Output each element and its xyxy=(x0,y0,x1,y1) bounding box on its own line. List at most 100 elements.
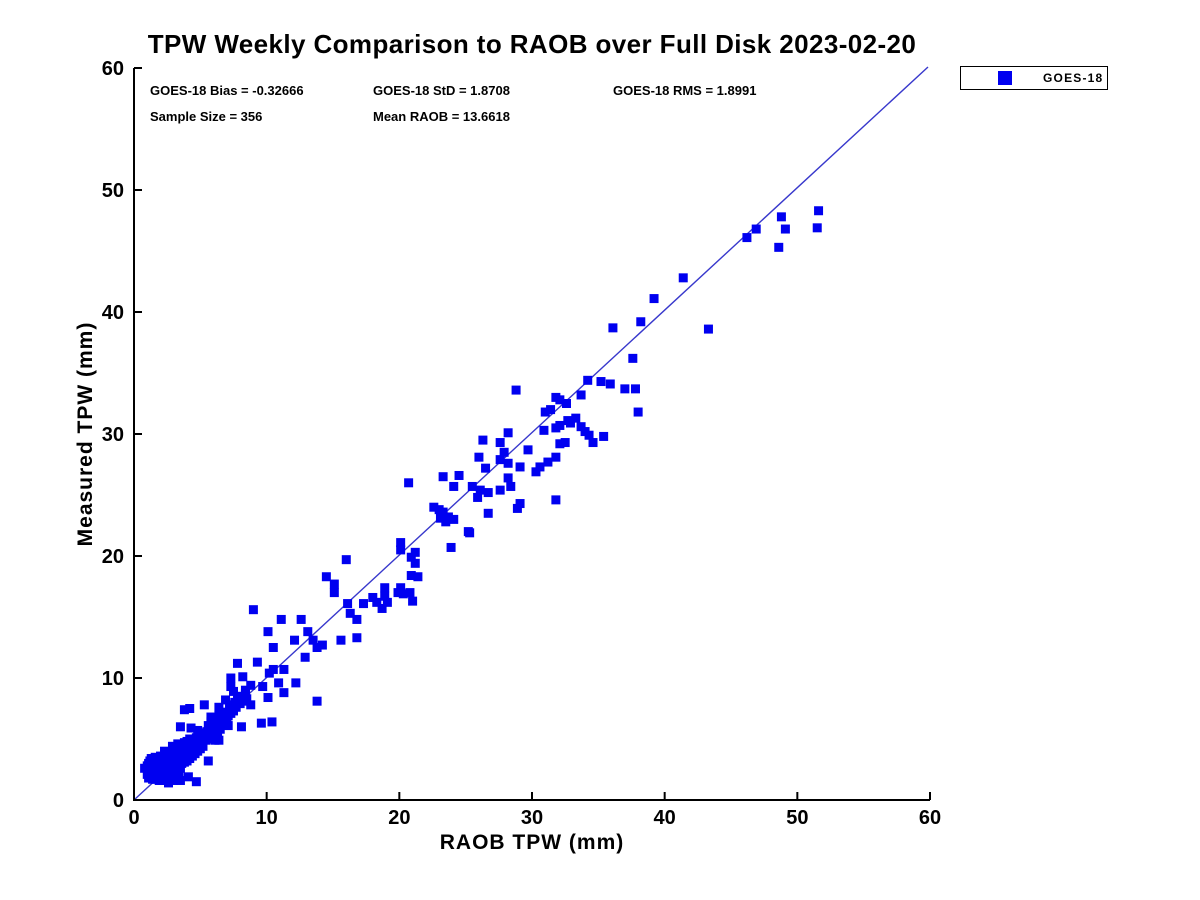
stat-mean-raob: Mean RAOB = 13.6618 xyxy=(373,109,510,124)
data-point xyxy=(140,763,150,773)
y-tick-label: 30 xyxy=(102,424,124,446)
stat-bias: GOES-18 Bias = -0.32666 xyxy=(150,83,304,98)
data-point xyxy=(565,418,575,428)
data-point xyxy=(495,455,505,465)
data-point xyxy=(279,688,289,698)
data-point xyxy=(242,694,252,704)
y-tick-label: 0 xyxy=(113,790,124,812)
data-point xyxy=(473,492,483,502)
data-point xyxy=(495,485,505,495)
data-point xyxy=(438,472,448,482)
data-point xyxy=(576,390,586,400)
data-point xyxy=(169,775,179,785)
x-tick-label: 20 xyxy=(388,807,410,829)
data-point xyxy=(144,773,154,783)
data-point xyxy=(478,435,488,445)
data-point xyxy=(380,583,390,593)
data-point xyxy=(438,507,448,517)
data-point xyxy=(584,430,594,440)
data-point xyxy=(812,223,822,233)
data-point xyxy=(308,635,318,645)
data-point xyxy=(483,508,493,518)
data-point xyxy=(210,735,220,745)
data-point xyxy=(449,514,459,524)
data-point xyxy=(268,664,278,674)
data-point xyxy=(540,407,550,417)
data-point xyxy=(503,428,513,438)
data-point xyxy=(154,761,164,771)
data-point xyxy=(454,470,464,480)
data-point xyxy=(546,405,556,415)
data-point xyxy=(279,664,289,674)
data-point xyxy=(649,294,659,304)
data-point xyxy=(774,242,784,252)
data-point xyxy=(404,478,414,488)
data-point xyxy=(633,407,643,417)
data-point xyxy=(377,603,387,613)
data-point xyxy=(780,224,790,234)
data-point xyxy=(543,457,553,467)
data-point xyxy=(396,538,406,548)
data-point xyxy=(443,512,453,522)
data-point xyxy=(406,552,416,562)
data-point xyxy=(150,774,160,784)
y-tick-label: 20 xyxy=(102,546,124,568)
data-point xyxy=(605,379,615,389)
data-point xyxy=(620,384,630,394)
data-point xyxy=(214,702,224,712)
data-point xyxy=(321,572,331,582)
x-tick-label: 30 xyxy=(521,807,543,829)
data-point xyxy=(296,614,306,624)
data-point xyxy=(175,775,185,785)
data-point xyxy=(539,425,549,435)
data-point xyxy=(312,696,322,706)
data-point xyxy=(175,722,185,732)
data-point xyxy=(345,608,355,618)
stat-rms: GOES-18 RMS = 1.8991 xyxy=(613,83,757,98)
data-point xyxy=(506,481,516,491)
data-point xyxy=(408,596,418,606)
data-point xyxy=(167,741,177,751)
data-point xyxy=(274,678,284,688)
data-point xyxy=(246,700,256,710)
data-point xyxy=(515,462,525,472)
data-point xyxy=(495,438,505,448)
data-point xyxy=(213,729,223,739)
data-point xyxy=(560,438,570,448)
data-point xyxy=(163,778,173,788)
data-point xyxy=(191,777,201,787)
data-point xyxy=(596,377,606,387)
data-point xyxy=(561,399,571,408)
data-point xyxy=(146,754,156,764)
data-point xyxy=(583,375,593,385)
data-point xyxy=(232,658,242,668)
data-point xyxy=(160,746,170,756)
data-point xyxy=(246,680,256,690)
data-point xyxy=(814,206,824,216)
data-point xyxy=(179,705,189,715)
data-point xyxy=(512,503,522,513)
data-point xyxy=(475,485,485,495)
data-point xyxy=(742,233,752,243)
data-point xyxy=(248,605,258,615)
data-point xyxy=(511,385,521,395)
data-point xyxy=(229,686,238,696)
data-point xyxy=(393,588,403,598)
data-point xyxy=(329,579,339,589)
data-point xyxy=(236,722,246,732)
data-point xyxy=(523,445,533,455)
data-point xyxy=(291,678,301,688)
data-point xyxy=(483,488,493,498)
data-point xyxy=(380,591,390,601)
y-axis-label: Measured TPW (mm) xyxy=(74,321,97,547)
data-point xyxy=(588,438,598,448)
stat-sample-size: Sample Size = 356 xyxy=(150,109,263,124)
data-point xyxy=(449,481,459,491)
data-point xyxy=(429,502,439,512)
data-point xyxy=(636,317,646,327)
data-point xyxy=(352,633,362,643)
data-point xyxy=(300,652,310,662)
data-point xyxy=(341,555,351,565)
data-point xyxy=(678,273,688,283)
